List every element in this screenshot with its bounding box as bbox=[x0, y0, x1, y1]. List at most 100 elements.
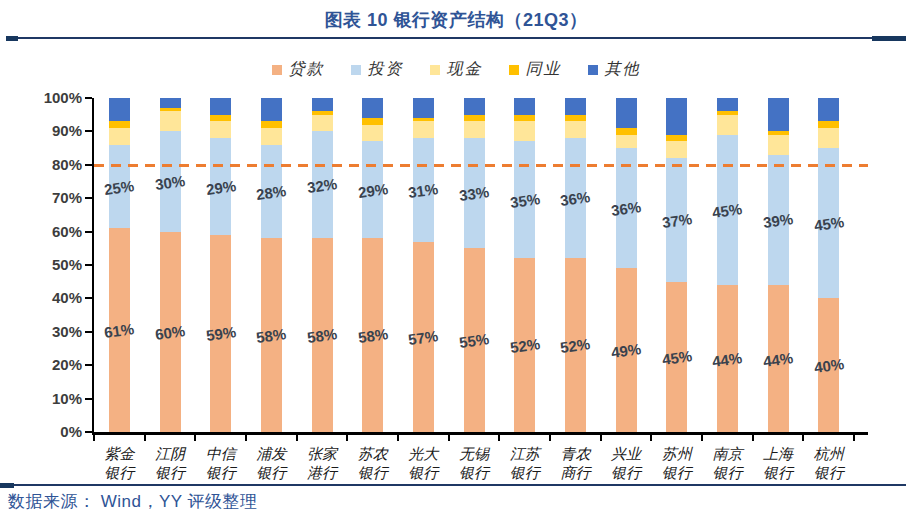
bar-segment-现金 bbox=[818, 128, 839, 148]
y-axis-label: 100% bbox=[30, 89, 82, 107]
bar-value-label: 31% bbox=[407, 180, 439, 201]
x-axis-tick bbox=[752, 435, 754, 441]
bar-segment-同业 bbox=[818, 121, 839, 128]
legend-swatch-icon bbox=[351, 65, 361, 75]
y-axis-tick bbox=[85, 197, 92, 199]
bar-segment-其他 bbox=[514, 98, 535, 115]
y-axis-label: 70% bbox=[30, 189, 82, 207]
bar-segment-其他 bbox=[464, 98, 485, 115]
bar-segment-现金 bbox=[362, 125, 383, 142]
bar-value-label: 32% bbox=[306, 175, 338, 196]
bar-column: 52%35%江苏银行 bbox=[499, 98, 550, 432]
bar-segment-现金 bbox=[464, 121, 485, 138]
x-axis-category-label: 杭州银行 bbox=[797, 445, 860, 483]
bar-value-label: 61% bbox=[103, 320, 135, 341]
y-axis-tick bbox=[85, 164, 92, 166]
y-axis-label: 30% bbox=[30, 323, 82, 341]
footer-rule-left-cap bbox=[0, 483, 14, 488]
x-axis-tick bbox=[549, 435, 551, 441]
report-figure: 图表 10 银行资产结构（21Q3） 贷款投资现金同业其他 0%10%20%30… bbox=[0, 0, 912, 517]
x-axis-tick bbox=[194, 435, 196, 441]
bar-value-label: 60% bbox=[154, 322, 186, 343]
bar-segment-其他 bbox=[666, 98, 687, 135]
bar-column: 58%29%苏农银行 bbox=[347, 98, 398, 432]
bar-segment-现金 bbox=[666, 141, 687, 158]
y-axis-label: 90% bbox=[30, 122, 82, 140]
bar-segment-其他 bbox=[413, 98, 434, 118]
bar-segment-其他 bbox=[717, 98, 738, 111]
y-axis-tick bbox=[85, 264, 92, 266]
bars-container: 61%25%紫金银行60%30%江阴银行59%29%中信银行58%28%浦发银行… bbox=[94, 98, 854, 432]
bar-column: 44%39%上海银行 bbox=[753, 98, 804, 432]
bar-value-label: 52% bbox=[509, 335, 541, 356]
bar-column: 44%45%南京银行 bbox=[702, 98, 753, 432]
bar-segment-现金 bbox=[210, 121, 231, 138]
bar-segment-现金 bbox=[565, 121, 586, 138]
x-axis-tick bbox=[600, 435, 602, 441]
bar-segment-同业 bbox=[210, 115, 231, 122]
bar-column: 40%45%杭州银行 bbox=[803, 98, 854, 432]
y-axis-label: 60% bbox=[30, 223, 82, 241]
bar-value-label: 44% bbox=[762, 349, 794, 370]
y-axis-label: 0% bbox=[30, 423, 82, 441]
header-rule-right-cap bbox=[872, 36, 906, 41]
bar-value-label: 29% bbox=[357, 180, 389, 201]
x-axis-tick bbox=[245, 435, 247, 441]
bar-column: 57%31%光大银行 bbox=[398, 98, 449, 432]
bar-segment-其他 bbox=[818, 98, 839, 121]
bar-segment-现金 bbox=[413, 121, 434, 138]
legend-item: 同业 bbox=[509, 59, 562, 80]
bar-value-label: 55% bbox=[458, 330, 490, 351]
bar-value-label: 28% bbox=[255, 182, 287, 203]
bar-value-label: 39% bbox=[762, 210, 794, 231]
y-axis-tick bbox=[85, 97, 92, 99]
bar-segment-其他 bbox=[768, 98, 789, 131]
y-axis-label: 20% bbox=[30, 356, 82, 374]
bar-column: 52%36%青农商行 bbox=[550, 98, 601, 432]
bar-segment-同业 bbox=[261, 121, 282, 128]
bar-value-label: 45% bbox=[813, 213, 845, 234]
bar-column: 60%30%江阴银行 bbox=[145, 98, 196, 432]
legend-item: 其他 bbox=[588, 59, 641, 80]
bar-column: 45%37%苏州银行 bbox=[651, 98, 702, 432]
bar-segment-其他 bbox=[616, 98, 637, 128]
x-axis-tick bbox=[701, 435, 703, 441]
bar-segment-现金 bbox=[768, 135, 789, 155]
bar-column: 55%33%无锡银行 bbox=[449, 98, 500, 432]
x-axis-tick bbox=[650, 435, 652, 441]
bar-segment-同业 bbox=[362, 118, 383, 125]
header-rule bbox=[6, 35, 906, 41]
legend-label: 投资 bbox=[368, 59, 404, 80]
y-axis-label: 80% bbox=[30, 156, 82, 174]
x-axis-tick bbox=[448, 435, 450, 441]
bar-segment-同业 bbox=[464, 115, 485, 122]
bar-segment-其他 bbox=[565, 98, 586, 115]
bar-segment-其他 bbox=[261, 98, 282, 121]
legend-item: 投资 bbox=[351, 59, 404, 80]
x-axis-tick bbox=[144, 435, 146, 441]
x-axis-tick bbox=[296, 435, 298, 441]
x-axis-tick bbox=[802, 435, 804, 441]
bar-segment-同业 bbox=[616, 128, 637, 135]
bar-value-label: 40% bbox=[813, 355, 845, 376]
y-axis-tick bbox=[85, 331, 92, 333]
bar-value-label: 52% bbox=[559, 335, 591, 356]
bar-column: 61%25%紫金银行 bbox=[94, 98, 145, 432]
y-axis-label: 40% bbox=[30, 289, 82, 307]
y-axis-tick bbox=[85, 130, 92, 132]
bar-segment-其他 bbox=[160, 98, 181, 108]
chart-legend: 贷款投资现金同业其他 bbox=[0, 59, 912, 80]
bar-segment-其他 bbox=[362, 98, 383, 118]
chart-title: 图表 10 银行资产结构（21Q3） bbox=[0, 8, 912, 32]
x-axis-tick bbox=[346, 435, 348, 441]
bar-segment-现金 bbox=[717, 115, 738, 135]
bar-value-label: 58% bbox=[357, 325, 389, 346]
bar-value-label: 30% bbox=[154, 171, 186, 192]
legend-label: 贷款 bbox=[289, 59, 325, 80]
bar-value-label: 57% bbox=[407, 327, 439, 348]
y-axis-label: 50% bbox=[30, 256, 82, 274]
bar-value-label: 37% bbox=[661, 210, 693, 231]
x-axis-tick bbox=[853, 435, 855, 441]
bar-segment-同业 bbox=[514, 115, 535, 122]
legend-swatch-icon bbox=[272, 65, 282, 75]
